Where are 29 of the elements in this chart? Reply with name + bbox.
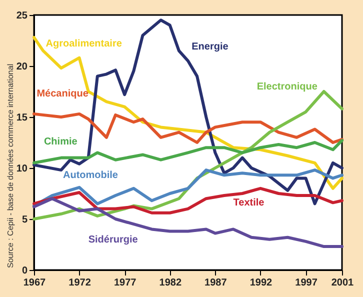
line-series xyxy=(32,186,344,214)
series-label: Electronique xyxy=(256,81,318,92)
line-series xyxy=(32,168,344,208)
x-tick-label: 2001 xyxy=(331,278,354,288)
y-tick-label: 10 xyxy=(16,164,28,174)
y-tick-label: 5 xyxy=(22,214,28,226)
series-label: Agroalimentaire xyxy=(46,38,122,50)
series-label: Chimie xyxy=(44,136,78,148)
series-label: Automobile xyxy=(62,170,118,182)
y-tick-label: 25 xyxy=(16,10,28,22)
x-tick-label: 1982 xyxy=(159,278,182,288)
line-series xyxy=(32,18,344,206)
y-tick-label: 20 xyxy=(16,62,28,72)
line-series xyxy=(32,112,344,144)
x-tick-label: 1987 xyxy=(204,278,228,288)
line-series xyxy=(32,138,344,164)
source-note: Source : Cepii - base de données commerce international xyxy=(6,64,15,268)
series-label: Textile xyxy=(233,198,265,209)
y-tick-label: 0 xyxy=(22,266,28,276)
line-series xyxy=(32,197,344,248)
series-label: Sidérurgie xyxy=(88,234,138,246)
x-tick-label: 1992 xyxy=(250,278,273,288)
x-tick-label: 1972 xyxy=(68,278,92,288)
series-label: Energie xyxy=(192,42,229,53)
x-tick-label: 1967 xyxy=(23,278,46,288)
x-tick-label: 1997 xyxy=(295,278,318,288)
series-label: Mécanique xyxy=(36,88,89,100)
x-tick-label: 1977 xyxy=(114,278,137,288)
y-tick-label: 15 xyxy=(16,112,28,124)
